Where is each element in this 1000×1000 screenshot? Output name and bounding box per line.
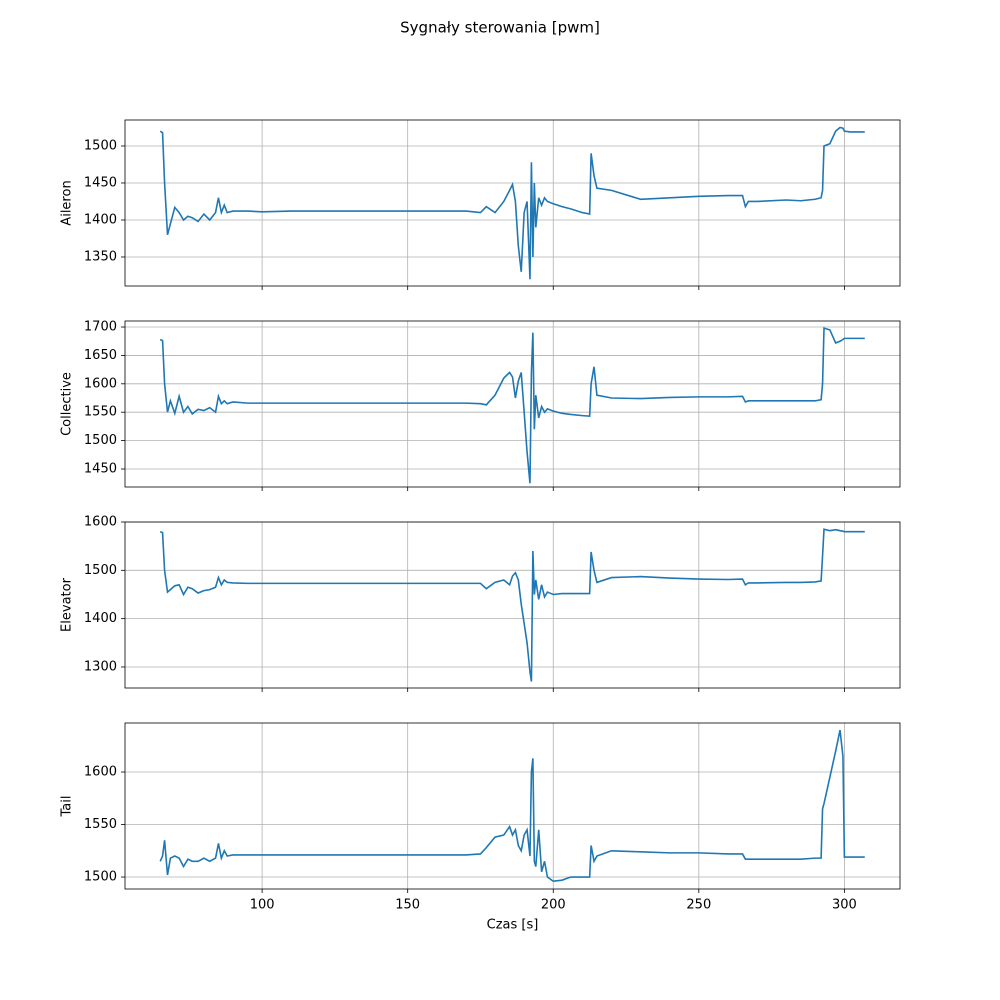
- y-tick-label: 1450: [84, 461, 117, 476]
- y-tick-label: 1300: [84, 659, 117, 674]
- y-tick-label: 1350: [84, 249, 117, 264]
- y-tick-label: 1450: [84, 175, 117, 190]
- y-tick-label: 1400: [84, 212, 117, 227]
- data-line: [159, 327, 865, 484]
- x-tick-label: 200: [541, 898, 566, 913]
- y-tick-label: 1600: [84, 515, 117, 530]
- x-tick-label: 250: [686, 898, 711, 913]
- y-axis-label: Elevator: [60, 577, 75, 632]
- y-tick-label: 1500: [84, 563, 117, 578]
- y-tick-label: 1500: [84, 138, 117, 153]
- y-tick-label: 1550: [84, 405, 117, 420]
- y-axis-label: Aileron: [60, 180, 75, 225]
- y-axis-label: Collective: [60, 372, 75, 436]
- figure-title: Sygnały sterowania [pwm]: [400, 19, 600, 37]
- axes-frame: [124, 119, 901, 287]
- y-axis-label: Tail: [60, 796, 75, 818]
- y-tick-label: 1400: [84, 611, 117, 626]
- axes-frame: [124, 521, 901, 689]
- axes-frame: [124, 722, 901, 890]
- y-tick-label: 1500: [84, 433, 117, 448]
- data-line: [159, 126, 865, 280]
- y-tick-label: 1500: [84, 870, 117, 885]
- axes-frame: [124, 320, 901, 488]
- y-tick-label: 1700: [84, 320, 117, 335]
- y-tick-label: 1550: [84, 817, 117, 832]
- y-tick-label: 1650: [84, 348, 117, 363]
- x-axis-label: Czas [s]: [487, 918, 539, 933]
- y-tick-label: 1600: [84, 765, 117, 780]
- data-line: [159, 729, 865, 883]
- x-tick-label: 100: [250, 898, 275, 913]
- y-tick-label: 1600: [84, 376, 117, 391]
- x-tick-label: 150: [395, 898, 420, 913]
- x-tick-label: 300: [832, 898, 857, 913]
- data-line: [159, 528, 865, 682]
